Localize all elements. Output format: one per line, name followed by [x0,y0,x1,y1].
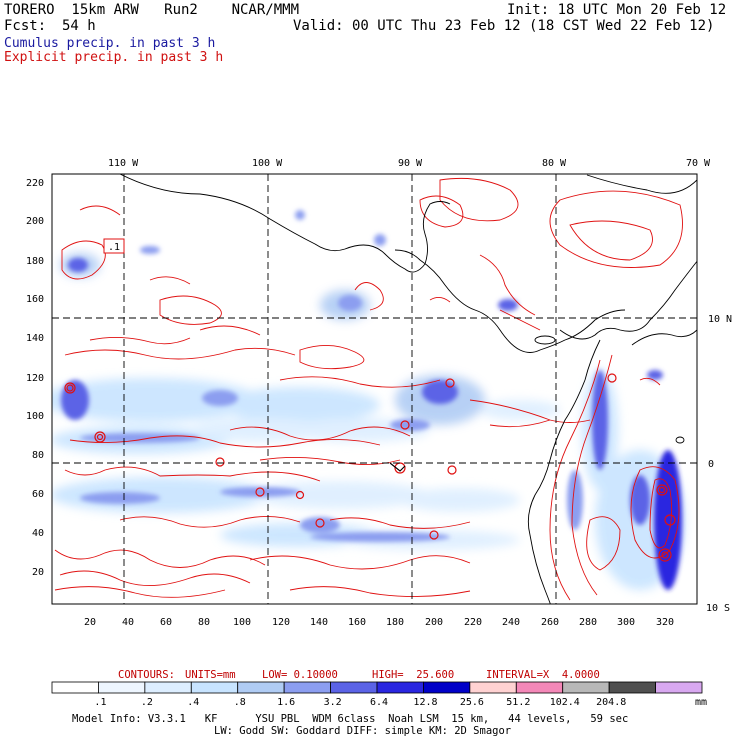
max-box-label: .1 [108,242,120,253]
colorbar-swatch [515,681,564,694]
colorbar-label: .1 [94,697,106,708]
x-tick: 180 [386,617,404,628]
colorbar-label: 3.2 [324,697,342,708]
y-tick-labels: 220 200 180 160 140 120 100 80 60 40 20 [26,178,44,578]
colorbar-label: 51.2 [506,697,530,708]
colorbar-label: 1.6 [277,697,295,708]
x-tick-labels: 20 40 60 80 100 120 140 160 180 200 220 … [84,617,674,628]
y-tick: 120 [26,373,44,384]
cumulus-legend: Cumulus precip. in past 3 h [4,36,216,51]
y-tick: 40 [32,528,44,539]
model-info: Model Info: V3.3.1 KF YSU PBL WDM 6class… [72,713,629,725]
colorbar-swatch [51,681,99,694]
x-tick: 160 [348,617,366,628]
lat-label: 10 N [708,314,732,325]
contours-label: CONTOURS: [118,669,175,681]
contours-high: HIGH= 25.600 [372,669,455,681]
right-lat-labels: 10 N 0 10 S [706,314,732,614]
coastline [119,174,697,604]
colorbar-swatch [376,681,424,694]
x-tick: 240 [502,617,520,628]
colorbar-swatch [98,681,146,694]
valid-time: Valid: 00 UTC Thu 23 Feb 12 (18 CST Wed … [293,18,715,34]
y-tick: 100 [26,411,44,422]
y-tick: 60 [32,489,44,500]
x-tick: 20 [84,617,96,628]
colorbar-label: .2 [141,697,153,708]
y-tick: 140 [26,333,44,344]
colorbar-swatch [283,681,331,694]
x-tick: 60 [160,617,172,628]
x-tick: 280 [579,617,597,628]
lon-label: 90 W [398,158,423,169]
lon-label: 70 W [686,158,711,169]
x-tick: 40 [122,617,134,628]
colorbar-label: .8 [234,697,246,708]
colorbar-swatch [190,681,239,694]
colorbar-label: 25.6 [460,697,484,708]
x-tick: 200 [425,617,443,628]
colorbar-swatch [330,681,378,694]
colorbar-swatch [655,681,703,694]
y-tick: 200 [26,216,44,227]
y-tick: 20 [32,567,44,578]
forecast-hour: 54 h [62,18,96,34]
plot-frame [51,173,698,605]
y-tick: 80 [32,450,44,461]
x-tick: 320 [656,617,674,628]
max-box [103,238,125,254]
model-title: TORERO 15km ARW Run2 NCAR/MMM [4,2,300,18]
contours-interval: INTERVAL=X 4.0000 [486,669,600,681]
y-tick: 220 [26,178,44,189]
x-tick: 100 [233,617,251,628]
lat-label: 0 [708,459,714,470]
x-tick: 80 [198,617,210,628]
explicit-legend: Explicit precip. in past 3 h [4,50,224,65]
colorbar-label: 102.4 [550,697,580,708]
precip-field [52,177,685,601]
contours-units: UNITS=mm [185,669,236,681]
colorbar-unit: mm [695,697,707,708]
lon-label: 100 W [252,158,283,169]
colorbar-label: 12.8 [413,697,437,708]
colorbar-swatch [423,681,471,694]
top-lon-labels: 110 W 100 W 90 W 80 W 70 W [108,158,711,169]
colorbar-swatch [469,681,517,694]
colorbar-labels: .1 .2 .4 .8 1.6 3.2 6.4 12.8 25.6 51.2 102.4 204.8 [94,697,626,708]
colorbar-swatch [237,681,285,694]
lon-label: 80 W [542,158,567,169]
y-tick: 180 [26,256,44,267]
x-tick: 260 [541,617,559,628]
y-tick: 160 [26,294,44,305]
physics-info: LW: Godd SW: Goddard DIFF: simple KM: 2D… [214,725,512,737]
forecast-label: Fcst: [4,18,47,34]
colorbar-label: .4 [187,697,199,708]
colorbar [51,681,703,694]
colorbar-swatch [608,681,656,694]
x-tick: 140 [310,617,328,628]
lon-label: 110 W [108,158,139,169]
contours-low: LOW= 0.10000 [262,669,338,681]
x-tick: 300 [617,617,635,628]
x-tick: 120 [272,617,290,628]
colorbar-label: 204.8 [596,697,626,708]
colorbar-label: 6.4 [370,697,388,708]
lat-label: 10 S [706,603,730,614]
init-time: Init: 18 UTC Mon 20 Feb 12 [507,2,727,18]
colorbar-swatch [562,681,610,694]
colorbar-swatch [144,681,192,694]
x-tick: 220 [464,617,482,628]
